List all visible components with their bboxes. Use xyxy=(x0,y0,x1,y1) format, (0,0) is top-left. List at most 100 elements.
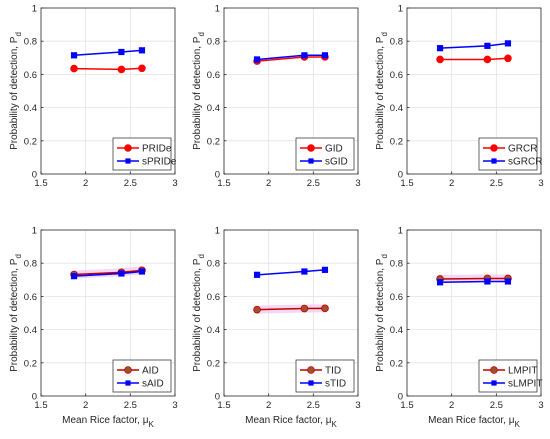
y-tick-label: 1 xyxy=(215,4,220,15)
x-tick-label: 2.5 xyxy=(307,178,320,189)
x-tick-label: 1.5 xyxy=(400,400,413,411)
data-point-GRCR xyxy=(436,55,444,64)
legend-marker-GID xyxy=(307,144,315,152)
data-point-sLMPIT xyxy=(504,278,512,285)
y-tick-label: 0.6 xyxy=(24,70,37,81)
x-tick-label: 3 xyxy=(172,178,177,189)
y-tick-label: 0.2 xyxy=(390,136,403,147)
legend-box xyxy=(295,137,355,171)
legend-label-sTID: sTID xyxy=(325,379,346,390)
data-point-sPRIDe xyxy=(118,48,125,56)
x-tick-label: 2 xyxy=(83,400,88,411)
x-tick-label: 2.5 xyxy=(124,400,137,411)
y-tick-label: 0.2 xyxy=(207,358,220,369)
legend-box xyxy=(478,137,538,171)
legend-label-sLMPIT: sLMPIT xyxy=(508,379,542,390)
y-tick-label: 0.4 xyxy=(390,325,403,336)
y-tick-label: 0.6 xyxy=(390,70,403,81)
y-tick-label: 0 xyxy=(215,170,220,181)
x-axis-label: Mean Rice factor, μK xyxy=(428,415,520,429)
data-point-sLMPIT xyxy=(484,278,491,285)
y-tick-label: 0.6 xyxy=(207,292,220,303)
legend: GRCR sGRCR xyxy=(478,137,542,171)
axes-box xyxy=(406,7,542,175)
data-point-sPRIDe xyxy=(138,47,146,54)
x-axis-label-text: Mean Rice factor, μ xyxy=(62,415,149,426)
legend-label-GID: GID xyxy=(325,144,343,155)
x-tick-label: 1.5 xyxy=(34,400,47,411)
x-tick-label: 3 xyxy=(538,178,543,189)
data-point-sTID xyxy=(321,266,329,273)
legend-label-GRCR: GRCR xyxy=(508,144,537,155)
y-axis-label: Probability of detection, Pd xyxy=(192,254,206,372)
axes-box xyxy=(223,229,359,397)
y-tick-label: 0.2 xyxy=(390,358,403,369)
x-tick-label: 3 xyxy=(355,178,360,189)
legend-label-sGID: sGID xyxy=(325,157,348,168)
x-tick-label: 1.5 xyxy=(400,178,413,189)
y-tick-label: 0.4 xyxy=(24,325,37,336)
x-axis-label-subscript: K xyxy=(332,420,338,429)
x-tick-label: 2 xyxy=(449,400,454,411)
x-axis-label-text: Mean Rice factor, μ xyxy=(245,415,332,426)
y-tick-label: 0.8 xyxy=(207,259,220,270)
y-axis-label-subscript: d xyxy=(380,32,389,36)
x-tick-label: 2 xyxy=(449,178,454,189)
y-tick-label: 1 xyxy=(32,4,37,15)
legend: GID sGID xyxy=(295,137,355,171)
y-axis-label-text: Probability of detection, P xyxy=(192,258,203,372)
x-tick-label: 2.5 xyxy=(490,400,503,411)
y-tick-label: 0.4 xyxy=(207,103,220,114)
legend-marker-sGRCR xyxy=(491,158,497,164)
y-axis-label: Probability of detection, Pd xyxy=(375,254,389,372)
y-axis-label: Probability of detection, Pd xyxy=(9,254,23,372)
data-point-sGRCR xyxy=(436,45,444,52)
legend-label-TID: TID xyxy=(325,366,341,377)
chart-panel-3: 1.5 2 2.5 3 0 0.2 0.4 0.6 0.8 1 Probability of det… xyxy=(375,4,544,190)
y-tick-label: 0.4 xyxy=(24,103,37,114)
x-tick-label: 3 xyxy=(355,400,360,411)
chart-panel-4: 1.5 2 2.5 3 0 0.2 0.4 0.6 0.8 1 Probability of det… xyxy=(9,226,178,430)
y-tick-label: 0 xyxy=(32,170,37,181)
y-tick-label: 0 xyxy=(398,170,403,181)
legend: LMPIT sLMPIT xyxy=(478,359,542,393)
legend-marker-LMPIT xyxy=(490,366,498,374)
y-tick-label: 1 xyxy=(215,226,220,237)
x-tick-label: 1.5 xyxy=(217,178,230,189)
x-axis-label-subscript: K xyxy=(515,420,521,429)
y-tick-label: 0.6 xyxy=(24,292,37,303)
y-tick-label: 1 xyxy=(398,226,403,237)
data-point-GRCR xyxy=(483,55,492,64)
data-point-PRIDe xyxy=(70,64,78,73)
x-tick-label: 2 xyxy=(266,178,271,189)
x-tick-label: 2.5 xyxy=(124,178,137,189)
y-axis-label: Probability of detection, Pd xyxy=(192,32,206,150)
chart-panel-1: 1.5 2 2.5 3 0 0.2 0.4 0.6 0.8 1 Probability of det… xyxy=(9,4,178,190)
axes-box xyxy=(406,229,542,397)
legend-box xyxy=(478,359,538,393)
data-point-PRIDe xyxy=(117,65,126,74)
data-point-TID xyxy=(253,305,261,314)
legend-marker-PRIDe xyxy=(124,144,132,152)
data-point-sPRIDe xyxy=(70,52,78,59)
y-axis-label-subscript: d xyxy=(14,254,23,258)
y-axis-label-text: Probability of detection, P xyxy=(9,36,20,150)
y-tick-label: 0.8 xyxy=(24,259,37,270)
y-tick-label: 0 xyxy=(32,392,37,403)
chart-panel-5: 1.5 2 2.5 3 0 0.2 0.4 0.6 0.8 1 Probability of det… xyxy=(192,226,361,430)
x-axis-label-text: Mean Rice factor, μ xyxy=(428,415,515,426)
y-axis-label: Probability of detection, Pd xyxy=(375,32,389,150)
y-tick-label: 0.6 xyxy=(207,70,220,81)
legend: AID sAID xyxy=(112,359,172,393)
legend-marker-sGID xyxy=(308,158,314,164)
legend-label-LMPIT: LMPIT xyxy=(508,366,537,377)
data-point-sGRCR xyxy=(484,42,491,49)
legend-label-PRIDe: PRIDe xyxy=(142,144,172,155)
y-tick-label: 0.8 xyxy=(24,37,37,48)
legend-box xyxy=(295,359,355,393)
chart-panel-6: 1.5 2 2.5 3 0 0.2 0.4 0.6 0.8 1 Probability of det… xyxy=(375,226,544,430)
y-axis-label-subscript: d xyxy=(14,32,23,36)
y-axis-label-text: Probability of detection, P xyxy=(375,36,386,150)
y-tick-label: 0.2 xyxy=(24,136,37,147)
legend-label-sGRCR: sGRCR xyxy=(508,157,542,168)
